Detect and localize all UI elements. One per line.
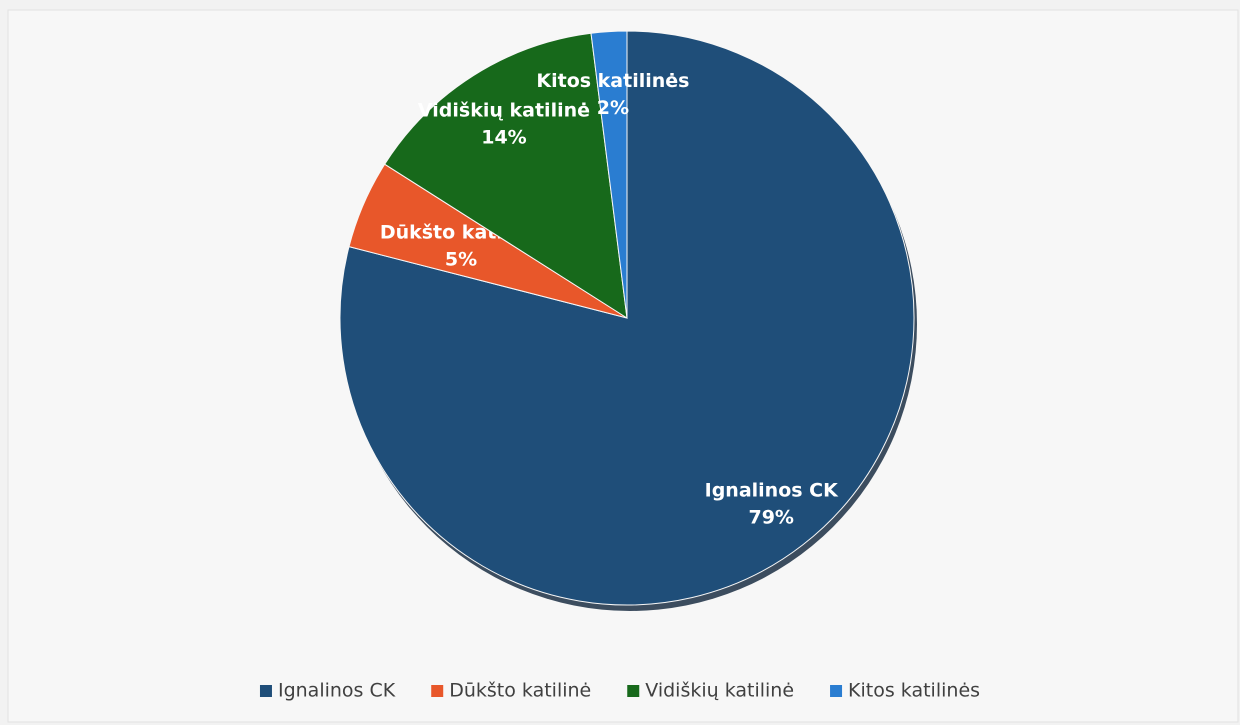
legend-swatch: [627, 685, 640, 697]
legend-swatch: [431, 685, 444, 697]
data-label-value: 2%: [597, 97, 629, 119]
data-label-value: 14%: [481, 127, 526, 149]
pie-slice: [383, 32, 628, 319]
data-label-value: 5%: [445, 249, 477, 271]
data-label-name: Vidiškių katilinė: [418, 100, 590, 122]
legend-swatch: [830, 685, 843, 697]
data-label-name: Ignalinos CK: [705, 479, 839, 501]
legend-label: Vidiškių katilinė: [645, 680, 794, 702]
legend-label: Dūkšto katilinė: [449, 680, 591, 702]
legend-label: Ignalinos CK: [278, 680, 396, 702]
legend-label: Kitos katilinės: [848, 680, 980, 702]
data-label-value: 79%: [748, 506, 793, 528]
legend-swatch: [259, 685, 272, 697]
pie-slice: [590, 30, 628, 319]
data-label-name: Kitos katilinės: [536, 70, 689, 92]
